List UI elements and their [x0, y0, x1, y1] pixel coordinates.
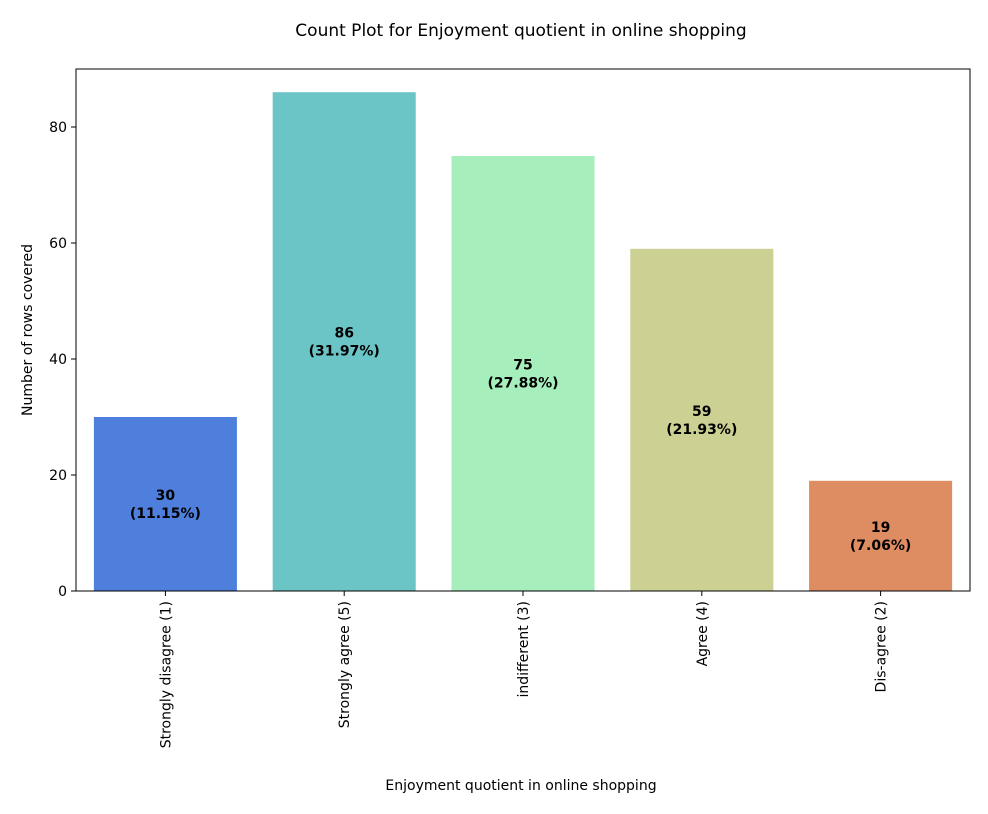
y-tick-label-2: 40 [49, 352, 67, 368]
y-tick-label-3: 60 [49, 236, 67, 252]
bar-2 [451, 156, 595, 591]
x-tick-label-0: Strongly disagree (1) [158, 601, 174, 748]
y-axis-ticks: 0 20 40 60 80 [49, 120, 76, 600]
chart-title: Count Plot for Enjoyment quotient in onl… [295, 21, 746, 41]
y-axis-label: Number of rows covered [20, 244, 36, 416]
bar-percent-label-1: (31.97%) [309, 344, 380, 360]
bar-value-label-0: 30 [156, 488, 176, 504]
bar-0 [93, 417, 237, 591]
x-tick-label-4: Dis-agree (2) [874, 601, 890, 692]
bar-value-label-3: 59 [692, 404, 711, 420]
data-labels-group: 30 (11.15%) 86 (31.97%) 75 (27.88%) 59 (21.93%)… [130, 326, 911, 554]
bar-percent-label-4: (7.06%) [850, 538, 911, 554]
y-tick-label-0: 0 [58, 584, 67, 600]
bar-value-label-1: 86 [334, 326, 353, 342]
bar-3 [630, 248, 774, 592]
x-axis-ticks: Strongly disagree (1) Strongly agree (5) i… [158, 591, 890, 748]
bar-percent-label-2: (27.88%) [487, 376, 558, 392]
bar-4 [809, 480, 953, 591]
x-tick-label-1: Strongly agree (5) [337, 601, 353, 728]
y-tick-label-4: 80 [49, 120, 67, 136]
bar-percent-label-3: (21.93%) [666, 422, 737, 438]
x-axis-label: Enjoyment quotient in online shopping [385, 778, 656, 794]
bar-value-label-4: 19 [871, 520, 890, 536]
x-tick-label-2: indifferent (3) [516, 601, 532, 698]
bar-1 [272, 92, 416, 591]
bar-percent-label-0: (11.15%) [130, 506, 201, 522]
bars-group [93, 92, 953, 592]
y-tick-label-1: 20 [49, 468, 67, 484]
x-tick-label-3: Agree (4) [695, 601, 711, 666]
bar-value-label-2: 75 [513, 358, 532, 374]
